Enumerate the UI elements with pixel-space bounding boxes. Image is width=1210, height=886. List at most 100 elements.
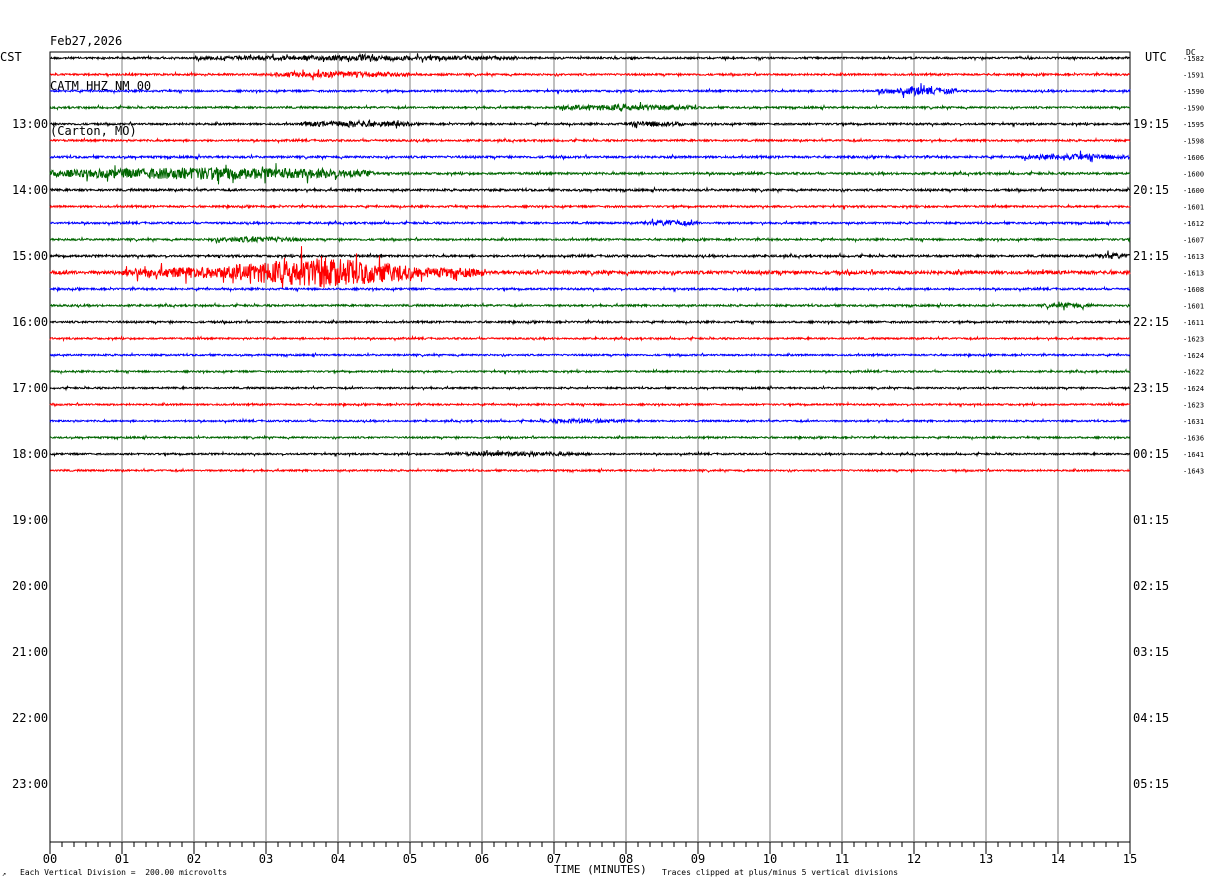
x-tick-label: 09 — [691, 852, 705, 866]
trace-line — [49, 384, 1131, 392]
hour-label-right: 19:15 — [1133, 117, 1169, 131]
hour-label-right: 05:15 — [1133, 777, 1169, 791]
hour-label-left: 17:00 — [12, 381, 48, 395]
dc-offset-label: -1600 — [1183, 187, 1204, 195]
dc-offset-label: -1624 — [1183, 385, 1204, 393]
dc-offset-label: -1612 — [1183, 220, 1204, 228]
hour-label-left: 23:00 — [12, 777, 48, 791]
trace-line — [49, 417, 1131, 425]
hour-label-left: 19:00 — [12, 513, 48, 527]
dc-offset-label: -1611 — [1183, 319, 1204, 327]
trace-line — [49, 83, 1131, 99]
dc-offset-label: -1613 — [1183, 253, 1204, 261]
dc-header-label: DC — [1186, 48, 1196, 57]
trace-line — [49, 136, 1131, 145]
dc-offset-label: -1601 — [1183, 204, 1204, 212]
trace-line — [49, 235, 1131, 245]
time-grid — [49, 51, 1131, 854]
trace-line — [50, 318, 1131, 326]
trace-line — [49, 246, 1131, 289]
x-tick-label: 10 — [763, 852, 777, 866]
trace-line — [49, 202, 1131, 211]
hour-label-right: 04:15 — [1133, 711, 1169, 725]
trace-line — [49, 150, 1131, 163]
vertical-division-note: Each Vertical Division = 200.00 microvol… — [20, 868, 228, 877]
dc-offset-label: -1590 — [1183, 105, 1204, 113]
hour-label-left: 15:00 — [12, 249, 48, 263]
scale-icon: ↗ — [2, 870, 7, 878]
x-tick-label: 04 — [331, 852, 345, 866]
dc-offset-label: -1595 — [1183, 121, 1204, 129]
x-tick-label: 08 — [619, 852, 633, 866]
right-timezone-label: UTC — [1145, 50, 1167, 64]
dc-offset-label: -1600 — [1183, 171, 1204, 179]
dc-offset-label: -1623 — [1183, 336, 1204, 344]
trace-line — [49, 301, 1131, 312]
trace-line — [49, 400, 1131, 409]
trace-line — [49, 285, 1131, 293]
x-axis-title: TIME (MINUTES) — [554, 863, 647, 876]
trace-line — [49, 52, 1131, 63]
hour-label-left: 16:00 — [12, 315, 48, 329]
clip-note: Traces clipped at plus/minus 5 vertical … — [662, 868, 899, 877]
x-tick-label: 05 — [403, 852, 417, 866]
dc-offset-label: -1590 — [1183, 88, 1204, 96]
dc-offset-label: -1636 — [1183, 435, 1204, 443]
hour-label-right: 23:15 — [1133, 381, 1169, 395]
x-tick-label: 07 — [547, 852, 561, 866]
dc-offset-label: -1624 — [1183, 352, 1204, 360]
trace-line — [49, 163, 1131, 185]
record-date: Feb27,2026 — [50, 34, 123, 48]
x-tick-label: 12 — [907, 852, 921, 866]
dc-offset-label: -1598 — [1183, 138, 1204, 146]
hour-label-right: 02:15 — [1133, 579, 1169, 593]
trace-line — [50, 69, 1131, 81]
dc-offset-label: -1622 — [1183, 369, 1204, 377]
seismic-traces — [49, 52, 1131, 474]
trace-line — [49, 250, 1131, 260]
dc-offset-label: -1613 — [1183, 270, 1204, 278]
hour-label-right: 21:15 — [1133, 249, 1169, 263]
dc-offset-label: -1623 — [1183, 402, 1204, 410]
axis-labels: 00 01 02 03 04 05 06 07 08 09 10 11 12 13 14 15 13:00 14:… — [12, 55, 1204, 866]
station-location: (Carton, MO) — [50, 124, 137, 138]
dc-offset-label: -1641 — [1183, 451, 1204, 459]
trace-line — [50, 434, 1130, 441]
x-tick-label: 00 — [43, 852, 57, 866]
hour-label-left: 13:00 — [12, 117, 48, 131]
hour-label-left: 14:00 — [12, 183, 48, 197]
hour-label-left: 21:00 — [12, 645, 48, 659]
hour-label-right: 00:15 — [1133, 447, 1169, 461]
x-tick-label: 13 — [979, 852, 993, 866]
trace-line — [49, 185, 1131, 194]
dc-offset-label: -1631 — [1183, 418, 1204, 426]
x-tick-label: 11 — [835, 852, 849, 866]
x-tick-label: 14 — [1051, 852, 1065, 866]
hour-label-left: 20:00 — [12, 579, 48, 593]
trace-line — [49, 102, 1131, 112]
trace-line — [50, 351, 1131, 359]
trace-line — [49, 334, 1131, 343]
x-tick-label: 03 — [259, 852, 273, 866]
hour-label-left: 22:00 — [12, 711, 48, 725]
trace-line — [49, 449, 1131, 458]
hour-label-right: 03:15 — [1133, 645, 1169, 659]
trace-line — [50, 467, 1131, 474]
x-tick-label: 02 — [187, 852, 201, 866]
trace-line — [49, 218, 1131, 228]
trace-line — [49, 367, 1131, 376]
dc-offset-label: -1607 — [1183, 237, 1204, 245]
hour-label-right: 01:15 — [1133, 513, 1169, 527]
hour-label-right: 20:15 — [1133, 183, 1169, 197]
x-tick-label: 06 — [475, 852, 489, 866]
dc-offset-label: -1606 — [1183, 154, 1204, 162]
dc-offset-label: -1582 — [1183, 55, 1204, 63]
dc-offset-label: -1608 — [1183, 286, 1204, 294]
hour-label-right: 22:15 — [1133, 315, 1169, 329]
left-timezone-label: CST — [0, 50, 22, 64]
x-tick-label: 15 — [1123, 852, 1137, 866]
trace-line — [49, 119, 1131, 129]
dc-offset-label: -1601 — [1183, 303, 1204, 311]
x-tick-label: 01 — [115, 852, 129, 866]
